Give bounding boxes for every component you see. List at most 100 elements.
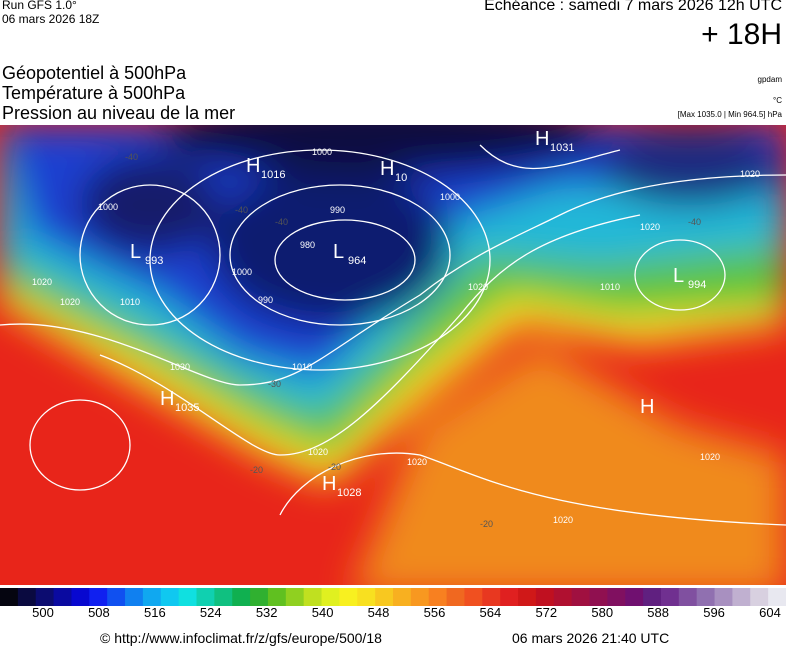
temperature-label: -40 [688,217,701,227]
colorbar-label: 532 [256,605,278,618]
colorbar-swatch [500,588,519,606]
colorbar-label: 604 [759,605,781,618]
center-value: 993 [145,255,163,267]
isobar-label: 1020 [740,169,760,179]
colorbar-swatch [160,588,180,606]
isobar-label: 1020 [640,222,660,232]
temperature-label: -40 [125,152,138,162]
colorbar-swatch [71,588,90,606]
colorbar-swatch [589,588,608,606]
colorbar-swatch [375,588,394,606]
center-value: 1028 [337,487,361,499]
colorbar-swatch [410,588,430,606]
colorbar-swatch [768,588,786,606]
colorbar-swatch [285,588,305,606]
unit: °C [773,96,782,105]
colorbar-swatch [696,588,716,606]
center-value: 10 [395,172,407,184]
colorbar-swatch [750,588,769,606]
step: + 18H [701,18,782,51]
colorbar-swatch [464,588,483,606]
colorbar-swatch [107,588,126,606]
colorbar-swatch [303,588,323,606]
colorbar-swatch [357,588,376,606]
colorbar-label: 524 [200,605,222,618]
colorbar-swatch [17,588,37,606]
colorbar-swatch [643,588,662,606]
temperature-label: -20 [328,462,341,472]
center-letter: H [380,158,394,180]
colorbar-swatch [339,588,358,606]
unit: gpdam [757,75,782,84]
title: Pression au niveau de la mer [2,103,236,123]
center-letter: L [333,241,344,263]
title: Géopotentiel à 500hPa [2,63,187,83]
colorbar-swatch [732,588,751,606]
colorbar-label: 540 [312,605,334,618]
colorbar-swatch [214,588,233,606]
colorbar-label: 580 [591,605,613,618]
source-url[interactable]: © http://www.infoclimat.fr/z/gfs/europe/… [100,630,382,646]
isobar-label: 990 [258,295,273,305]
colorbar-label: 516 [144,605,166,618]
colorbar-swatch [250,588,269,606]
center-value: 994 [688,279,706,291]
temperature-label: -40 [235,205,248,215]
colorbar-swatch [125,588,144,606]
colorbar-label: 572 [535,605,557,618]
colorbar-label: 500 [32,605,54,618]
colorbar-swatch [607,588,626,606]
center-letter: L [130,241,141,263]
colorbar-swatch [196,588,215,606]
colorbar-swatch [518,588,537,606]
colorbar-swatch [267,588,287,606]
center-letter: L [673,265,684,287]
colorbar-swatch [53,588,72,606]
isobar-label: 1020 [468,282,488,292]
center-letter: H [535,128,549,150]
isobar-label: 980 [300,240,315,250]
colorbar-swatch [0,588,19,606]
colorbar-label: 508 [88,605,110,618]
temperature-label: -40 [275,217,288,227]
colorbar-swatch [535,588,555,606]
temperature-label: -30 [268,379,281,389]
colorbar-label: 548 [368,605,390,618]
temperature-label: -20 [480,519,493,529]
isobar-label: 1020 [407,457,427,467]
colorbar-swatch [321,588,340,606]
run-date: 06 mars 2026 18Z [2,12,100,26]
colorbar-label: 588 [647,605,669,618]
isobar-label: 1020 [553,515,573,525]
run: Run GFS 1.0° [2,0,77,12]
isobar-label: 1010 [292,362,312,372]
unit: [Max 1035.0 | Min 964.5] hPa [677,110,782,119]
colorbar-swatch [678,588,698,606]
isobar-label: 1000 [440,192,460,202]
colorbar-swatch [571,588,590,606]
colorbar-swatch [35,588,55,606]
colorbar-label: 596 [703,605,725,618]
colorbar-swatch [393,588,412,606]
colorbar: 500 508 516 524 532 540 548 556 564 572 580 588 596 6… [0,588,786,618]
colorbar-label: 564 [480,605,502,618]
center-letter: H [246,155,260,177]
colorbar-swatch [625,588,644,606]
colorbar-swatch [142,588,162,606]
isobar-label: 1000 [312,147,332,157]
center-letter: H [640,396,654,418]
colorbar-swatch [660,588,680,606]
isobar-label: 1000 [98,202,118,212]
center-letter: H [322,473,336,495]
isobar-label: 1030 [170,362,190,372]
temperature-field [0,125,786,585]
generated-time: 06 mars 2026 21:40 UTC [512,630,670,646]
isobar-label: 1020 [700,452,720,462]
center-letter: H [160,388,174,410]
isobar-label: 1020 [60,297,80,307]
isobar-label: 1010 [120,297,140,307]
center-value: 1031 [550,142,574,154]
echeance: Echéance : samedi 7 mars 2026 12h UTC [484,0,782,14]
